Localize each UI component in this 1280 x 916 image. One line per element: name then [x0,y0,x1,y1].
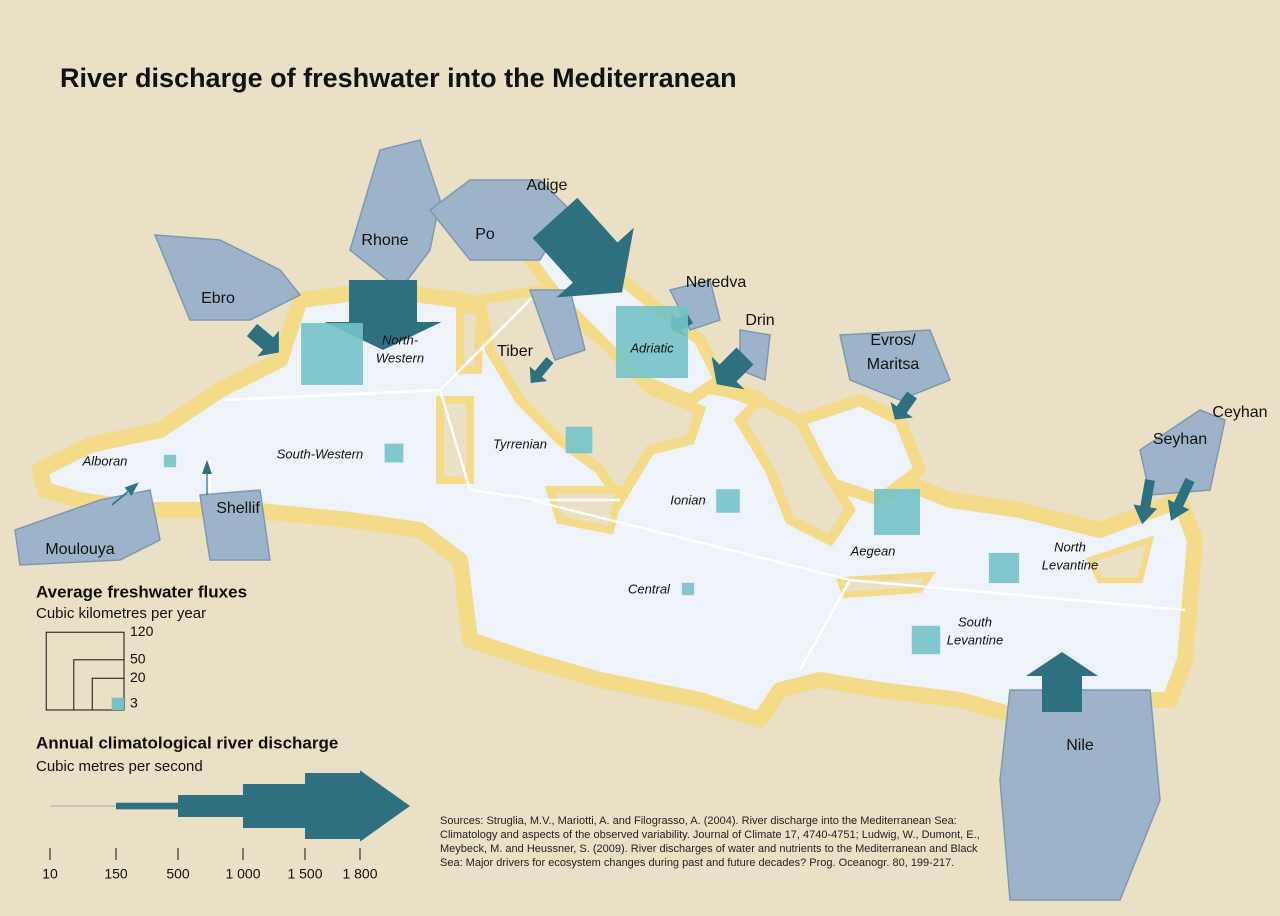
river-label: Neredva [686,274,747,291]
river-label: Nile [1066,737,1094,754]
discharge-arrow [1026,652,1098,712]
region-label: South [958,614,992,629]
region-label: North- [382,332,419,347]
legend-tick-label: 1 800 [342,866,377,882]
discharge-arrow [111,482,139,506]
legend-arrow-head [360,770,410,842]
region-borders [208,289,1186,671]
basin [839,329,951,401]
legend-tick-label: 500 [166,866,190,882]
region-label: Levantine [1042,557,1098,572]
flux-square [911,625,941,655]
region-label: Central [628,581,671,596]
river-label: Evros/ [870,332,916,349]
flux-square [615,305,689,379]
river-label: Ceyhan [1212,404,1267,421]
legend-tick-label: 1 000 [225,866,260,882]
discharge-arrow [246,323,279,357]
legend-arrow-step [178,795,243,817]
flux-square [988,552,1020,584]
flux-square [565,426,593,454]
region-label: Aegean [850,543,896,558]
river-label: Tiber [497,343,534,360]
region-label: Ionian [670,492,705,507]
region-label: Adriatic [629,340,674,355]
river-label: Rhone [361,232,408,249]
cyprus [1085,535,1155,583]
flux-legend-subtitle: Cubic kilometres per year [36,605,206,622]
flux-legend-title: Average freshwater fluxes [36,582,247,601]
river-label: Seyhan [1153,431,1207,448]
discharge-legend-title: Annual climatological river discharge [36,733,338,752]
legend-arrow-step [243,784,305,828]
region-label: Western [376,350,424,365]
legend-square [111,697,124,710]
legend-tick-label: 3 [130,694,138,710]
map-title: River discharge of freshwater into the M… [60,63,737,93]
legend-tick-label: 120 [130,623,154,639]
region-label: Tyrrenian [493,436,547,451]
flux-square [873,488,921,536]
basin [349,139,441,292]
basin [528,289,586,361]
discharge-arrow [890,391,917,420]
region-label: North [1054,539,1086,554]
river-label: Shellif [216,500,260,517]
basins [14,139,1226,901]
flux-square [301,323,363,385]
river-label: Adige [527,177,568,194]
discharge-arrow [1133,479,1158,525]
greece [733,393,856,547]
discharge-arrow [529,357,554,383]
basin [14,489,161,566]
region-label: Levantine [947,632,1003,647]
legend-square [91,677,125,711]
discharge-arrow [711,347,754,390]
sources: Sources: Struglia, M.V., Mariotti, A. an… [440,815,980,869]
basin [199,489,271,561]
river-label: Ebro [201,290,235,307]
region-label: Alboran [82,453,128,468]
discharge-legend-subtitle: Cubic metres per second [36,758,203,775]
region-label: South-Western [277,446,363,461]
discharge-arrow [202,460,212,495]
basin [999,689,1161,901]
flux-square [681,582,695,596]
river-label: Maritsa [867,356,920,373]
italy [474,284,707,510]
flux-square [163,454,177,468]
discharge-arrow [1167,477,1195,521]
region-border [438,389,620,502]
legend-arrow-step [305,773,360,839]
sicily [544,486,626,535]
flux-square [384,443,404,463]
river-label: Drin [745,312,774,329]
legend-tick-label: 20 [130,669,146,685]
legend-tick-label: 1 500 [287,866,322,882]
river-label: Po [475,226,495,243]
legend-arrow-step [116,802,178,810]
legend-tick-label: 150 [104,866,128,882]
river-label: Moulouya [45,541,114,558]
region-border [798,579,852,671]
legend-tick-label: 50 [130,650,146,666]
flux-square [716,489,740,513]
legend-tick-label: 10 [42,866,58,882]
basin [153,234,302,321]
discharge-arrow [532,197,634,298]
